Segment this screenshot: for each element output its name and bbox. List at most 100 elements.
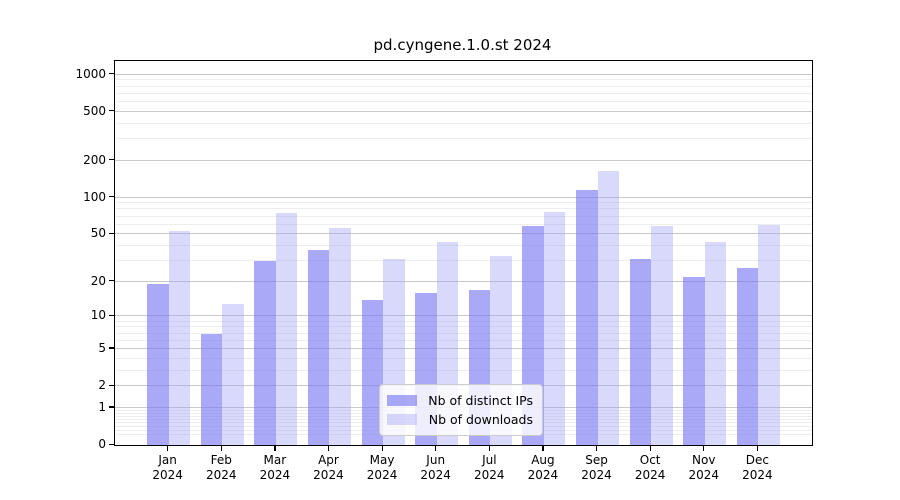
x-tick-mark xyxy=(596,445,598,451)
x-tick-label: Mar 2024 xyxy=(259,453,291,482)
y-tick-mark xyxy=(109,280,114,282)
bar-distinct-ips xyxy=(576,190,598,445)
x-tick-mark xyxy=(756,445,759,451)
y-tick-label: 200 xyxy=(83,152,106,167)
gridline-minor xyxy=(115,223,812,225)
y-tick-mark xyxy=(109,406,114,408)
y-tick-label: 1 xyxy=(98,399,106,414)
bar-distinct-ips xyxy=(254,260,276,445)
legend-item-distinct-ips: Nb of distinct IPs xyxy=(387,391,533,410)
y-tick-mark xyxy=(109,110,114,112)
bar-downloads xyxy=(704,242,727,445)
gridline-major xyxy=(115,233,812,235)
gridline-minor xyxy=(115,202,812,204)
gridline-minor xyxy=(115,79,812,81)
y-tick-label: 100 xyxy=(83,189,106,204)
gridline-minor xyxy=(115,92,812,94)
y-tick-label: 1000 xyxy=(75,66,106,81)
bar-downloads xyxy=(597,171,619,445)
x-tick-mark xyxy=(381,445,383,451)
bar-downloads xyxy=(168,231,191,445)
bar-distinct-ips xyxy=(361,299,384,445)
gridline-minor xyxy=(115,122,812,124)
chart-title: pd.cyngene.1.0.st 2024 xyxy=(373,36,552,54)
x-tick-mark xyxy=(327,445,330,451)
gridline-minor xyxy=(115,101,812,102)
x-tick-label: May 2024 xyxy=(366,453,398,482)
gridline-major xyxy=(115,315,812,317)
bar-distinct-ips xyxy=(683,276,705,445)
bar-downloads xyxy=(758,224,780,445)
gridline-major xyxy=(115,110,812,112)
gridline-minor xyxy=(115,320,812,322)
plot-area: Nb of distinct IPs Nb of downloads xyxy=(114,60,813,446)
x-tick-mark xyxy=(274,445,276,451)
y-tick-mark xyxy=(109,384,114,386)
gridline-major xyxy=(115,347,812,349)
gridline-minor xyxy=(115,357,812,359)
gridline-minor xyxy=(115,215,812,217)
x-tick-label: Feb 2024 xyxy=(205,453,237,482)
x-tick-label: Aug 2024 xyxy=(527,453,559,482)
y-tick-mark xyxy=(109,347,114,349)
y-tick-mark xyxy=(109,443,114,445)
y-tick-label: 50 xyxy=(90,226,106,241)
gridline-minor xyxy=(115,326,812,328)
gridline-minor xyxy=(115,244,812,246)
legend-label-distinct-ips: Nb of distinct IPs xyxy=(428,393,533,408)
gridline-major xyxy=(115,196,812,198)
bar-downloads xyxy=(651,225,673,445)
y-tick-label: 10 xyxy=(90,308,106,323)
bar-distinct-ips xyxy=(736,268,759,445)
legend-swatch-distinct-ips xyxy=(387,395,417,406)
bar-distinct-ips xyxy=(147,284,169,445)
gridline-major xyxy=(115,159,812,161)
x-tick-label: Oct 2024 xyxy=(634,453,666,482)
bar-downloads xyxy=(329,228,351,445)
y-tick-mark xyxy=(109,196,114,198)
gridline-minor xyxy=(115,339,812,341)
y-tick-label: 5 xyxy=(98,340,106,355)
gridline-major xyxy=(115,280,812,282)
x-tick-label: Sep 2024 xyxy=(581,453,612,482)
y-tick-mark xyxy=(109,314,114,317)
bar-distinct-ips xyxy=(629,259,652,445)
bar-distinct-ips xyxy=(200,333,223,445)
x-tick-label: Apr 2024 xyxy=(313,453,344,482)
gridline-major xyxy=(115,73,812,75)
x-tick-mark xyxy=(542,445,544,451)
gridline-minor xyxy=(115,259,812,261)
y-tick-mark xyxy=(109,232,114,234)
y-tick-label: 20 xyxy=(90,273,106,288)
legend: Nb of distinct IPs Nb of downloads xyxy=(379,384,543,436)
y-tick-label: 500 xyxy=(83,103,106,118)
x-tick-label: Jun 2024 xyxy=(420,453,451,482)
x-tick-mark xyxy=(167,445,169,451)
gridline-minor xyxy=(115,85,812,87)
gridline-minor xyxy=(115,369,812,371)
gridline-minor xyxy=(115,332,812,334)
y-tick-mark xyxy=(109,159,114,161)
bar-downloads xyxy=(275,212,298,445)
y-tick-mark xyxy=(109,73,114,75)
bar-downloads xyxy=(543,212,566,445)
x-tick-label: Nov 2024 xyxy=(688,453,720,482)
gridline-minor xyxy=(115,138,812,140)
x-tick-mark xyxy=(488,445,490,451)
x-tick-mark xyxy=(649,445,651,451)
x-tick-label: Dec 2024 xyxy=(742,453,773,482)
gridline-minor xyxy=(115,208,812,210)
x-tick-label: Jul 2024 xyxy=(474,453,505,482)
y-tick-label: 0 xyxy=(98,437,106,451)
legend-label-downloads: Nb of downloads xyxy=(428,412,533,427)
x-tick-mark xyxy=(703,445,705,451)
bar-downloads xyxy=(222,303,244,445)
x-tick-label: Jan 2024 xyxy=(152,453,183,482)
x-tick-mark xyxy=(220,445,222,451)
legend-item-downloads: Nb of downloads xyxy=(387,410,533,429)
bar-distinct-ips xyxy=(308,250,330,445)
y-tick-label: 2 xyxy=(98,378,106,393)
legend-swatch-downloads xyxy=(387,414,417,425)
x-tick-mark xyxy=(435,445,437,451)
